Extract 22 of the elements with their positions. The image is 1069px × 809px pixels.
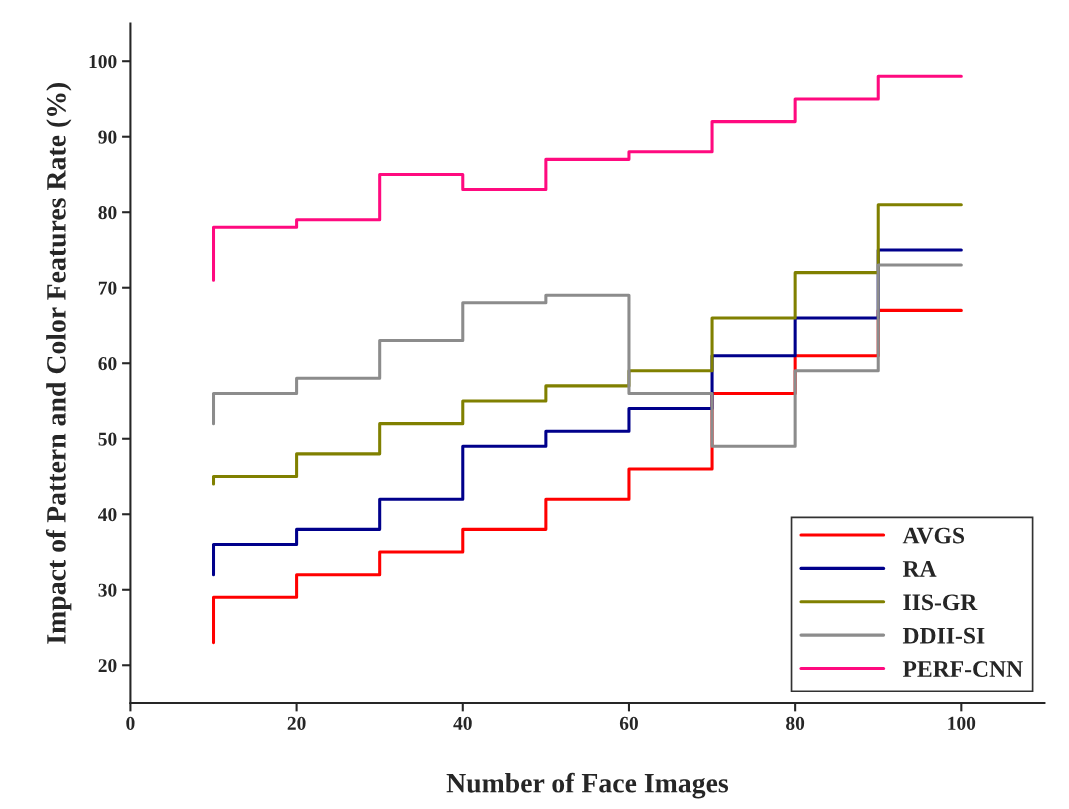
- legend-label: IIS-GR: [903, 594, 978, 611]
- x-tick-label: 60: [619, 716, 638, 730]
- y-axis-title: Impact of Pattern and Color Features Rate (%): [45, 82, 72, 644]
- y-tick-label: 40: [98, 508, 117, 522]
- legend-label: AVGS: [902, 527, 965, 544]
- x-tick-label: 100: [948, 716, 976, 730]
- y-tick-label: 90: [98, 130, 117, 144]
- y-tick-label: 20: [98, 659, 117, 673]
- y-tick-label: 50: [98, 432, 117, 446]
- legend-label: RA: [902, 561, 937, 577]
- y-tick-label: 70: [98, 281, 117, 295]
- x-axis-title: Number of Face Images: [446, 772, 729, 799]
- x-tick-label: 80: [786, 716, 805, 730]
- x-tick-label: 0: [126, 716, 135, 730]
- x-tick-label: 20: [287, 716, 306, 730]
- x-tick-label: 40: [453, 716, 472, 730]
- legend-label: PERF-CNN: [902, 661, 1023, 677]
- y-tick-label: 100: [89, 55, 117, 69]
- y-tick-label: 80: [98, 206, 117, 220]
- legend-label: DDII-SI: [902, 627, 985, 644]
- y-tick-label: 60: [98, 357, 117, 371]
- y-tick-label: 30: [98, 583, 117, 597]
